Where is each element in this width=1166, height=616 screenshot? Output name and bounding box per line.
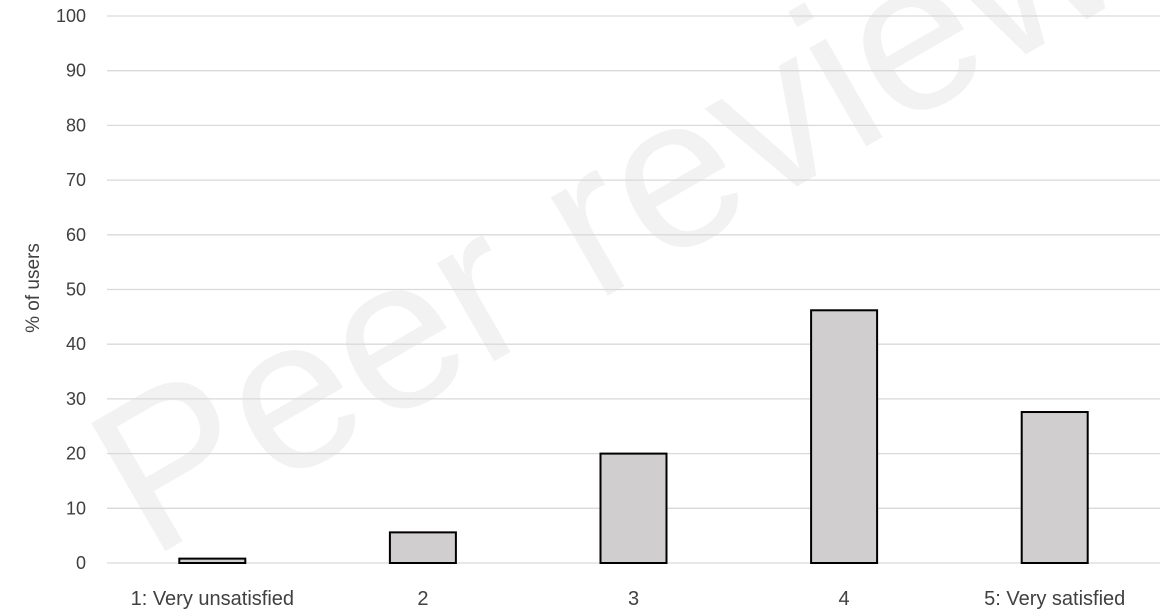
y-tick-label: 70 [66,170,86,190]
bar-1 [178,557,247,565]
x-category-label: 2 [417,588,428,610]
y-tick-label: 30 [66,389,86,409]
x-category-label: 3 [628,588,639,610]
y-axis-title: % of users [23,243,44,333]
y-tick-label: 90 [66,61,86,81]
y-tick-label: 40 [66,334,86,354]
bars [178,309,1089,565]
x-category-label: 1: Very unsatisfied [131,588,294,610]
y-tick-label: 50 [66,280,86,300]
y-tick-label: 100 [56,6,86,26]
x-category-label: 4 [839,588,850,610]
y-axis-ticks: 0 10 20 30 40 50 60 70 80 90 100 [56,6,86,573]
y-tick-label: 20 [66,444,86,464]
bar-3 [599,452,668,565]
bar-5 [1020,411,1089,565]
gridlines [107,15,1160,564]
x-axis-categories: 1: Very unsatisfied 2 3 4 5: Very satisfied [131,588,1126,610]
x-category-label: 5: Very satisfied [984,588,1125,610]
y-tick-label: 60 [66,225,86,245]
bar-4 [810,309,879,565]
y-tick-label: 0 [76,553,86,573]
bar-2 [388,531,457,564]
y-tick-label: 10 [66,498,86,518]
y-tick-label: 80 [66,115,86,135]
